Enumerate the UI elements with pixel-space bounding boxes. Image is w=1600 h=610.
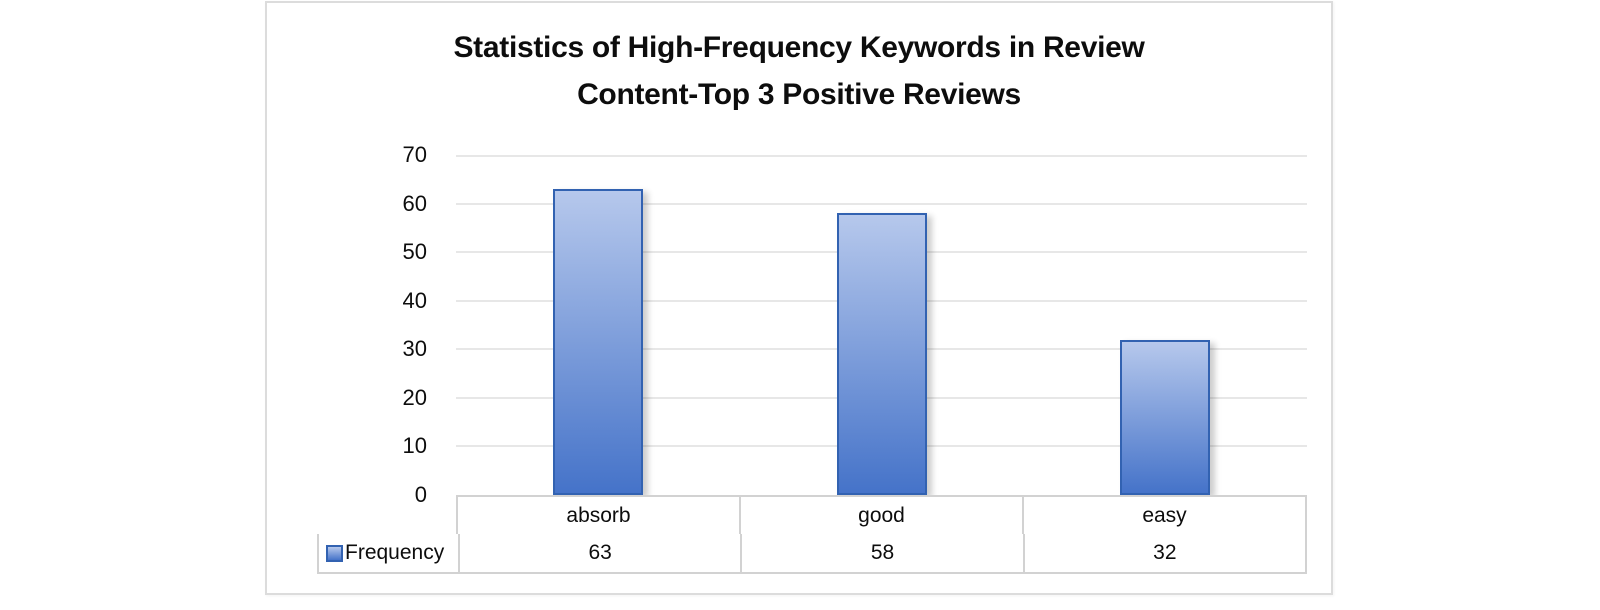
chart-title-line-2: Content-Top 3 Positive Reviews [577, 78, 1021, 111]
bar-good [836, 213, 927, 495]
y-tick-label: 30 [402, 336, 427, 362]
y-tick-label: 70 [402, 142, 427, 167]
bars-layer [456, 155, 1307, 495]
plot-area [456, 155, 1307, 495]
y-axis: 70 60 50 40 30 20 10 0 [267, 142, 441, 507]
category-label-good: good [739, 497, 1022, 534]
y-tick-label: 20 [402, 384, 427, 410]
frequency-series-color-icon [326, 544, 343, 562]
y-tick-label: 50 [402, 239, 427, 265]
bar-absorb [552, 189, 643, 495]
gridline [456, 202, 1307, 205]
series-name-label: Frequency [345, 541, 445, 564]
value-cell-easy: 32 [1022, 534, 1305, 572]
bar-easy [1120, 339, 1211, 495]
chart-frame: Statistics of High-Frequency Keywords in… [265, 1, 1333, 595]
y-tick-label: 0 [414, 482, 427, 507]
gridline [456, 155, 1307, 157]
y-tick-label: 60 [402, 190, 427, 216]
category-label-easy: easy [1022, 497, 1305, 534]
category-axis-row: absorb good easy [456, 495, 1307, 536]
y-tick-label: 40 [402, 287, 427, 313]
category-label-absorb: absorb [566, 504, 631, 527]
chart-title-line-1: Statistics of High-Frequency Keywords in… [453, 31, 1145, 64]
value-cell-absorb: 63 [458, 534, 740, 572]
y-tick-label: 10 [402, 433, 427, 459]
data-table-row-frequency: Frequency 63 58 32 [317, 534, 1307, 574]
chart-title: Statistics of High-Frequency Keywords in… [267, 24, 1331, 118]
legend-key-cell: Frequency [319, 534, 458, 572]
value-cell-good: 58 [740, 534, 1022, 572]
